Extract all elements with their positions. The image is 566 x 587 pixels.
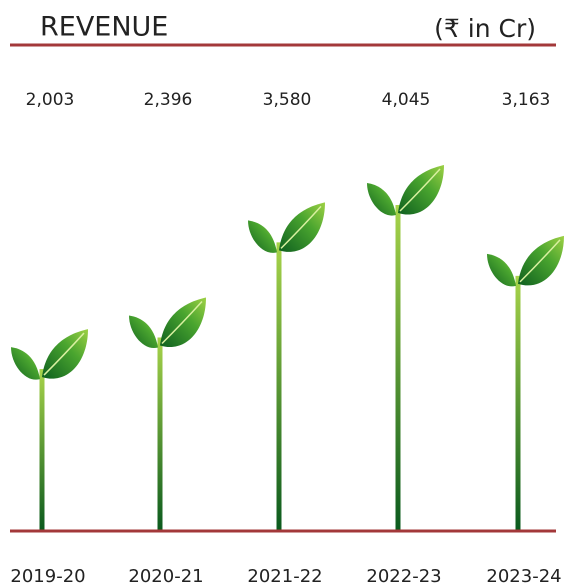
leaf [11, 347, 40, 380]
leaves [487, 235, 564, 287]
chart-title: REVENUE [40, 12, 168, 43]
leaves [367, 165, 444, 216]
value-label: 3,580 [263, 90, 312, 110]
leaf [367, 183, 396, 216]
leaves [248, 202, 325, 253]
x-tick-label: 2019-20 [10, 566, 85, 587]
stem [39, 369, 45, 530]
leaves [129, 297, 206, 349]
leaf [129, 315, 158, 349]
value-label: 3,163 [502, 90, 551, 110]
x-tick-label: 2020-21 [128, 566, 203, 587]
x-tick-label: 2021-22 [247, 566, 322, 587]
leaf [487, 253, 516, 287]
unit-label: (₹ in Cr) [434, 14, 536, 43]
leaf [248, 220, 277, 253]
stem [276, 242, 282, 530]
stem [395, 205, 401, 530]
value-label: 2,396 [144, 90, 193, 110]
stem [515, 275, 521, 530]
leaf-vein [161, 300, 203, 345]
x-tick-label: 2023-24 [486, 566, 561, 587]
value-label: 4,045 [382, 90, 431, 110]
leaf-vein [43, 332, 85, 376]
value-label: 2,003 [26, 90, 75, 110]
leaves [11, 329, 88, 380]
leaf-vein [280, 205, 322, 249]
stem [157, 337, 163, 530]
x-tick-label: 2022-23 [366, 566, 441, 587]
leaf-vein [399, 168, 441, 212]
leaf-vein [519, 239, 561, 283]
